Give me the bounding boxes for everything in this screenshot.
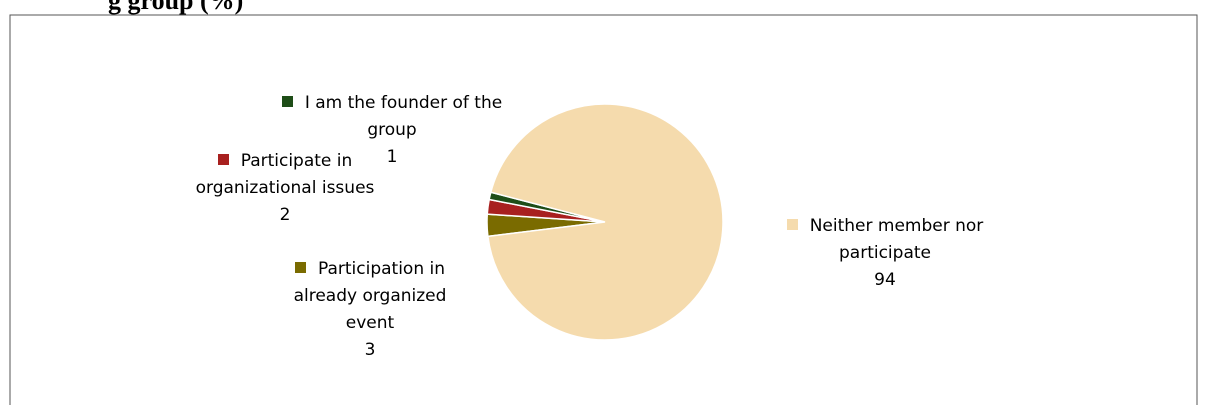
category-label: Neither member nor participate (809, 216, 984, 263)
chart-title: g group (%) (108, 0, 244, 15)
chart-frame (9, 14, 1198, 405)
value-label: 2 (279, 205, 291, 225)
legend-swatch (217, 154, 229, 165)
data-label: Neither member nor participate 94 (760, 213, 1010, 294)
data-label: I am the founder of the group 1 (272, 90, 512, 171)
data-label: Participate in organizational issues 2 (165, 148, 405, 229)
legend-swatch (786, 219, 798, 230)
legend-swatch (281, 96, 293, 107)
data-label: Participation in already organized event… (270, 256, 470, 364)
value-label: 1 (386, 147, 398, 167)
category-label: Participate in organizational issues (195, 151, 375, 198)
category-label: I am the founder of the group (304, 93, 503, 140)
legend-swatch (294, 262, 306, 273)
category-label: Participation in already organized event (293, 259, 447, 333)
value-label: 3 (364, 340, 376, 360)
pie-slice (487, 103, 724, 341)
value-label: 94 (874, 270, 896, 290)
